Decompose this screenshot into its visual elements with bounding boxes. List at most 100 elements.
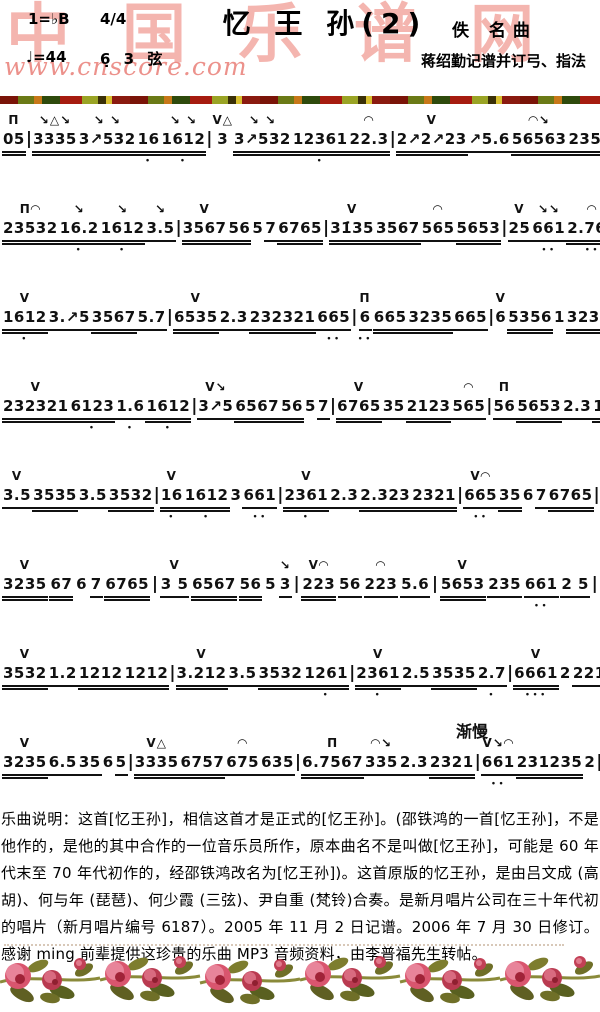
bowing-mark [451, 646, 456, 664]
note-digits: 35 [77, 753, 102, 776]
note-digits: 3↗532 [77, 130, 137, 156]
barline: | [431, 574, 439, 594]
note-digits: 2.3 [562, 397, 593, 420]
note-group: V 3532 [2, 646, 48, 701]
note-digits: 16 [159, 486, 184, 512]
note-group: 3535 [32, 468, 78, 523]
note-digits: 2.323 [359, 486, 412, 512]
bowing-mark [539, 468, 544, 486]
note-digits: 223 [363, 575, 399, 598]
bowing-mark [342, 468, 347, 486]
note-group: 661 ∙∙ [242, 468, 278, 523]
note-digits: 221 [571, 664, 600, 687]
barline: | [591, 574, 598, 594]
octave-dots: ∙ [118, 245, 127, 255]
song-description: 乐曲说明：这首[忆王孙]，相信这首才是正式的[忆王孙]。(邵铁鸿的一首[忆王孙]… [1, 810, 599, 963]
bowing-mark [119, 735, 124, 753]
note-digits: 7 [89, 575, 103, 598]
note-digits: 3↗5 [197, 397, 235, 420]
note-group: 7 [264, 201, 278, 256]
bowing-mark: V△ [212, 113, 234, 127]
bowing-mark [268, 557, 273, 575]
note-group: ◠↘ 56563 [510, 112, 568, 167]
note-digits: 5.6 [400, 575, 431, 598]
bowing-mark [502, 557, 507, 575]
note-group: 12361 ∙ [291, 112, 349, 167]
note-digits: 1212 [123, 664, 170, 690]
note-digits: 6 [76, 575, 87, 593]
barline: | [191, 396, 198, 416]
note-group: ↘ ↘ 1612 ∙ [160, 112, 207, 167]
note-digits: 665 [372, 308, 408, 334]
note-group: 3567 [90, 290, 137, 345]
note-digits: 7 [264, 219, 278, 242]
note-group: 2.3 [562, 379, 593, 434]
note-digits: 3.5 [145, 219, 176, 242]
note-digits: 3 [230, 486, 242, 504]
note-group: V↘◠ 661 ∙∙ [480, 735, 516, 790]
note-group: V 6661 ∙∙∙ [513, 646, 559, 701]
barline: | [153, 485, 160, 505]
barline: | [175, 218, 182, 238]
bowing-mark [98, 646, 103, 664]
note-group: ↗5.6 [467, 112, 511, 167]
note-group: Π◠ 23532 [2, 201, 59, 256]
octave-dots: ∙ [488, 690, 496, 700]
note-digits: 6765 [104, 575, 151, 601]
note-group: 665 ∙∙ [316, 290, 352, 345]
octave-dots: ∙ [179, 156, 188, 166]
note-digits: 56 [227, 219, 252, 245]
note-group: V 5653 [439, 557, 486, 612]
bowing-mark: V [166, 469, 177, 483]
note-digits: 3.5 [227, 664, 258, 687]
note-digits: 56 [337, 575, 362, 598]
bowing-mark: ◠ [587, 202, 598, 216]
note-digits: 2 [559, 664, 571, 682]
octave-dots: ∙ [126, 423, 135, 433]
bowing-mark [573, 557, 578, 575]
bowing-mark [586, 290, 591, 308]
bowing-mark [391, 379, 396, 397]
bowing-mark: V [19, 647, 31, 661]
bowing-mark [587, 735, 592, 753]
note-digits: 3235 [2, 753, 48, 779]
note-group: V 16 ∙ [159, 468, 184, 523]
note-digits: 56 [280, 397, 304, 423]
note-digits: 6567 [234, 397, 281, 423]
bowing-mark: Π [498, 380, 510, 394]
bowing-mark [248, 557, 253, 575]
bowing-mark [411, 735, 416, 753]
bowing-mark: ◠ [363, 113, 375, 127]
note-group: 3535 [431, 646, 477, 701]
octave-dots: ∙ [202, 512, 211, 522]
note-group: 67 [49, 557, 74, 612]
octave-dots: ∙ [164, 423, 173, 433]
bowing-mark [67, 290, 72, 308]
note-group: 23553 [567, 112, 600, 167]
note-group: 2.3 [329, 468, 360, 523]
note-digits: 1261 [303, 664, 350, 690]
music-line-3: V 1612 ∙ 3.↗5 3567 5.7 | V 6535 2.3 232321 66… [0, 290, 600, 379]
octave-dots: ∙ [75, 245, 84, 255]
bowing-mark [308, 379, 313, 397]
note-group: 35 [498, 468, 522, 523]
bowing-mark [568, 468, 573, 486]
bowing-mark [60, 735, 65, 753]
note-group: 1 [553, 290, 566, 343]
note-group: 2 5 [560, 557, 590, 612]
note-group: Π 56 [492, 379, 517, 434]
note-digits: 3335 [32, 130, 78, 156]
bowing-mark: V↘ [205, 380, 227, 394]
octave-dots: ∙ [316, 156, 325, 166]
note-digits: 05 [2, 130, 26, 156]
bowing-mark [144, 646, 149, 664]
music-line-5: V 3.5 3535 3.5 3532 | V 16 ∙ 1612 ∙ 3 661 ∙∙ | V 2… [0, 468, 600, 557]
note-group: 2.3 [398, 735, 429, 790]
bowing-mark: ◠ [375, 558, 387, 572]
note-digits: 565 [451, 397, 487, 420]
note-digits: 2361 [283, 486, 330, 512]
note-group: 2 [559, 646, 572, 699]
note-group: 6567 [191, 557, 237, 612]
octave-dots: ∙∙ [357, 334, 373, 344]
